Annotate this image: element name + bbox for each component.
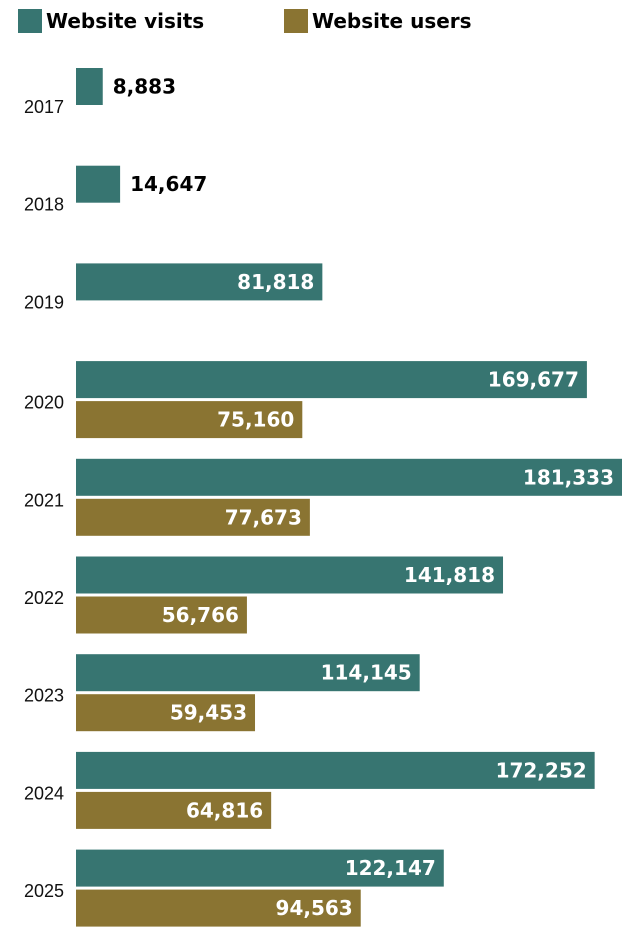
legend-swatch-visits [18,9,42,33]
bar-label-users-2020: 75,160 [217,408,294,432]
bar-visits-2019 [76,263,323,301]
bar-visits-2021 [76,458,622,496]
year-label-2018: 2018 [24,195,64,215]
bar-label-visits-2021: 181,333 [523,465,614,489]
bar-label-visits-2019: 81,818 [237,270,314,294]
legend-label-users: Website users [312,9,472,33]
bar-users-2025 [76,889,361,927]
bar-label-visits-2022: 141,818 [404,563,495,587]
bar-visits-2020 [76,361,587,399]
bar-visits-2025 [76,849,444,887]
bar-label-visits-2018: 14,647 [130,172,207,196]
bar-visits-2024 [76,751,595,789]
bar-label-users-2022: 56,766 [162,603,239,627]
bar-visits-2023 [76,654,420,692]
year-label-2017: 2017 [24,97,64,117]
bar-label-visits-2025: 122,147 [345,856,436,880]
year-label-2022: 2022 [24,588,64,608]
bar-users-2024 [76,791,272,829]
legend-item-website-visits: Website visits [18,9,284,33]
legend-item-website-users: Website users [284,9,472,33]
bar-users-2023 [76,694,256,732]
bar-label-users-2023: 59,453 [170,701,247,725]
bar-users-2021 [76,498,310,536]
legend-label-visits: Website visits [46,9,205,33]
bar-label-visits-2020: 169,677 [488,368,579,392]
bar-label-visits-2017: 8,883 [113,75,176,99]
bar-label-visits-2024: 172,252 [496,758,587,782]
legend: Website visits Website users [18,8,472,34]
year-label-2024: 2024 [24,783,64,803]
year-label-2023: 2023 [24,686,64,706]
bar-users-2020 [76,401,303,439]
bar-users-2022 [76,596,247,634]
year-label-2019: 2019 [24,292,64,312]
year-label-2025: 2025 [24,881,64,901]
bar-label-users-2025: 94,563 [276,896,353,920]
bar-visits-2018 [76,165,121,203]
bar-label-users-2021: 77,673 [225,505,302,529]
year-label-2020: 2020 [24,393,64,413]
bar-visits-2022 [76,556,504,594]
legend-swatch-users [284,9,308,33]
bar-visits-2017 [76,68,103,105]
bar-label-visits-2023: 114,145 [321,661,412,685]
year-label-2021: 2021 [24,490,64,510]
bar-label-users-2024: 64,816 [186,798,263,822]
